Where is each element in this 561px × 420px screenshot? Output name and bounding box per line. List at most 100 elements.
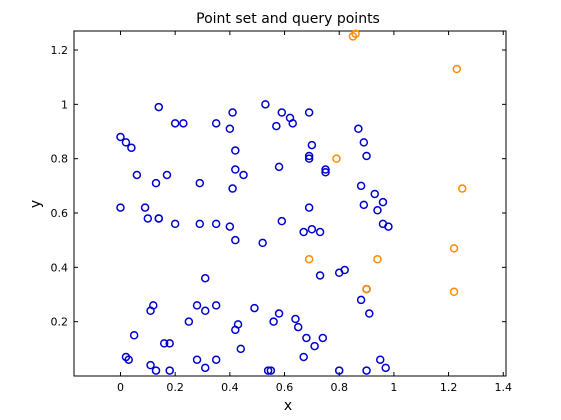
point-set-series — [117, 101, 392, 374]
data-point — [360, 201, 367, 208]
query-point — [451, 245, 458, 252]
data-point — [163, 171, 170, 178]
y-tick-label: 1 — [61, 98, 68, 111]
data-point — [213, 220, 220, 227]
data-point — [202, 307, 209, 314]
query-point — [459, 185, 466, 192]
axes: 0 0.2 0.4 0.6 0.8 1 1.2 1.4 0.2 0.4 0.6 0.8 1 1.2 — [51, 31, 513, 394]
data-point — [300, 353, 307, 360]
data-point — [237, 345, 244, 352]
data-point — [371, 190, 378, 197]
data-point — [363, 367, 370, 374]
y-tick-label: 0.8 — [51, 153, 69, 166]
data-point — [379, 199, 386, 206]
data-point — [172, 120, 179, 127]
data-point — [377, 356, 384, 363]
data-point — [226, 125, 233, 132]
y-tick-label: 0.2 — [51, 316, 69, 329]
x-tick-label: 0 — [117, 381, 124, 394]
data-point — [153, 180, 160, 187]
query-point — [306, 256, 313, 263]
data-point — [262, 101, 269, 108]
plot-frame — [74, 31, 506, 376]
data-point — [229, 185, 236, 192]
data-point — [295, 324, 302, 331]
data-point — [172, 220, 179, 227]
data-point — [155, 215, 162, 222]
data-point — [232, 166, 239, 173]
y-tick-label: 1.2 — [51, 44, 69, 57]
data-point — [300, 229, 307, 236]
query-point — [363, 286, 370, 293]
chart-title: Point set and query points — [196, 11, 380, 27]
data-point — [232, 237, 239, 244]
data-point — [276, 163, 283, 170]
y-axis-title: y — [28, 200, 44, 208]
x-tick-label: 0.6 — [276, 381, 294, 394]
data-point — [194, 302, 201, 309]
data-point — [128, 144, 135, 151]
data-point — [213, 302, 220, 309]
x-tick-label: 0.4 — [221, 381, 239, 394]
query-point — [374, 256, 381, 263]
data-point — [202, 364, 209, 371]
data-point — [278, 109, 285, 116]
x-tick-label: 1.2 — [440, 381, 458, 394]
data-point — [278, 218, 285, 225]
y-tick-label: 0.6 — [51, 207, 69, 220]
data-point — [213, 356, 220, 363]
data-point — [229, 109, 236, 116]
data-point — [155, 104, 162, 111]
data-point — [144, 215, 151, 222]
data-point — [374, 207, 381, 214]
data-point — [194, 356, 201, 363]
data-point — [317, 229, 324, 236]
query-points-series — [306, 30, 466, 295]
data-point — [142, 204, 149, 211]
query-point — [453, 66, 460, 73]
data-point — [276, 310, 283, 317]
data-point — [319, 334, 326, 341]
data-point — [311, 343, 318, 350]
x-tick-label: 0.8 — [330, 381, 348, 394]
x-tick-label: 0.2 — [166, 381, 184, 394]
data-point — [358, 296, 365, 303]
data-point — [232, 147, 239, 154]
data-point — [196, 220, 203, 227]
data-point — [153, 367, 160, 374]
query-point — [451, 288, 458, 295]
data-point — [358, 182, 365, 189]
data-point — [240, 171, 247, 178]
x-tick-label: 1 — [390, 381, 397, 394]
data-point — [292, 315, 299, 322]
data-point — [355, 125, 362, 132]
data-points — [117, 30, 466, 374]
data-point — [259, 239, 266, 246]
query-point — [333, 155, 340, 162]
data-point — [366, 310, 373, 317]
data-point — [306, 204, 313, 211]
data-point — [306, 109, 313, 116]
data-point — [251, 305, 258, 312]
data-point — [273, 123, 280, 130]
data-point — [185, 318, 192, 325]
data-point — [308, 142, 315, 149]
data-point — [226, 223, 233, 230]
x-tick-label: 1.4 — [495, 381, 513, 394]
data-point — [202, 275, 209, 282]
data-point — [180, 120, 187, 127]
data-point — [360, 139, 367, 146]
y-tick-label: 0.4 — [51, 261, 69, 274]
data-point — [382, 364, 389, 371]
data-point — [363, 152, 370, 159]
x-axis-title: x — [284, 398, 292, 414]
data-point — [308, 226, 315, 233]
data-point — [303, 334, 310, 341]
data-point — [196, 180, 203, 187]
data-point — [166, 367, 173, 374]
data-point — [317, 272, 324, 279]
data-point — [213, 120, 220, 127]
data-point — [117, 204, 124, 211]
data-point — [133, 171, 140, 178]
